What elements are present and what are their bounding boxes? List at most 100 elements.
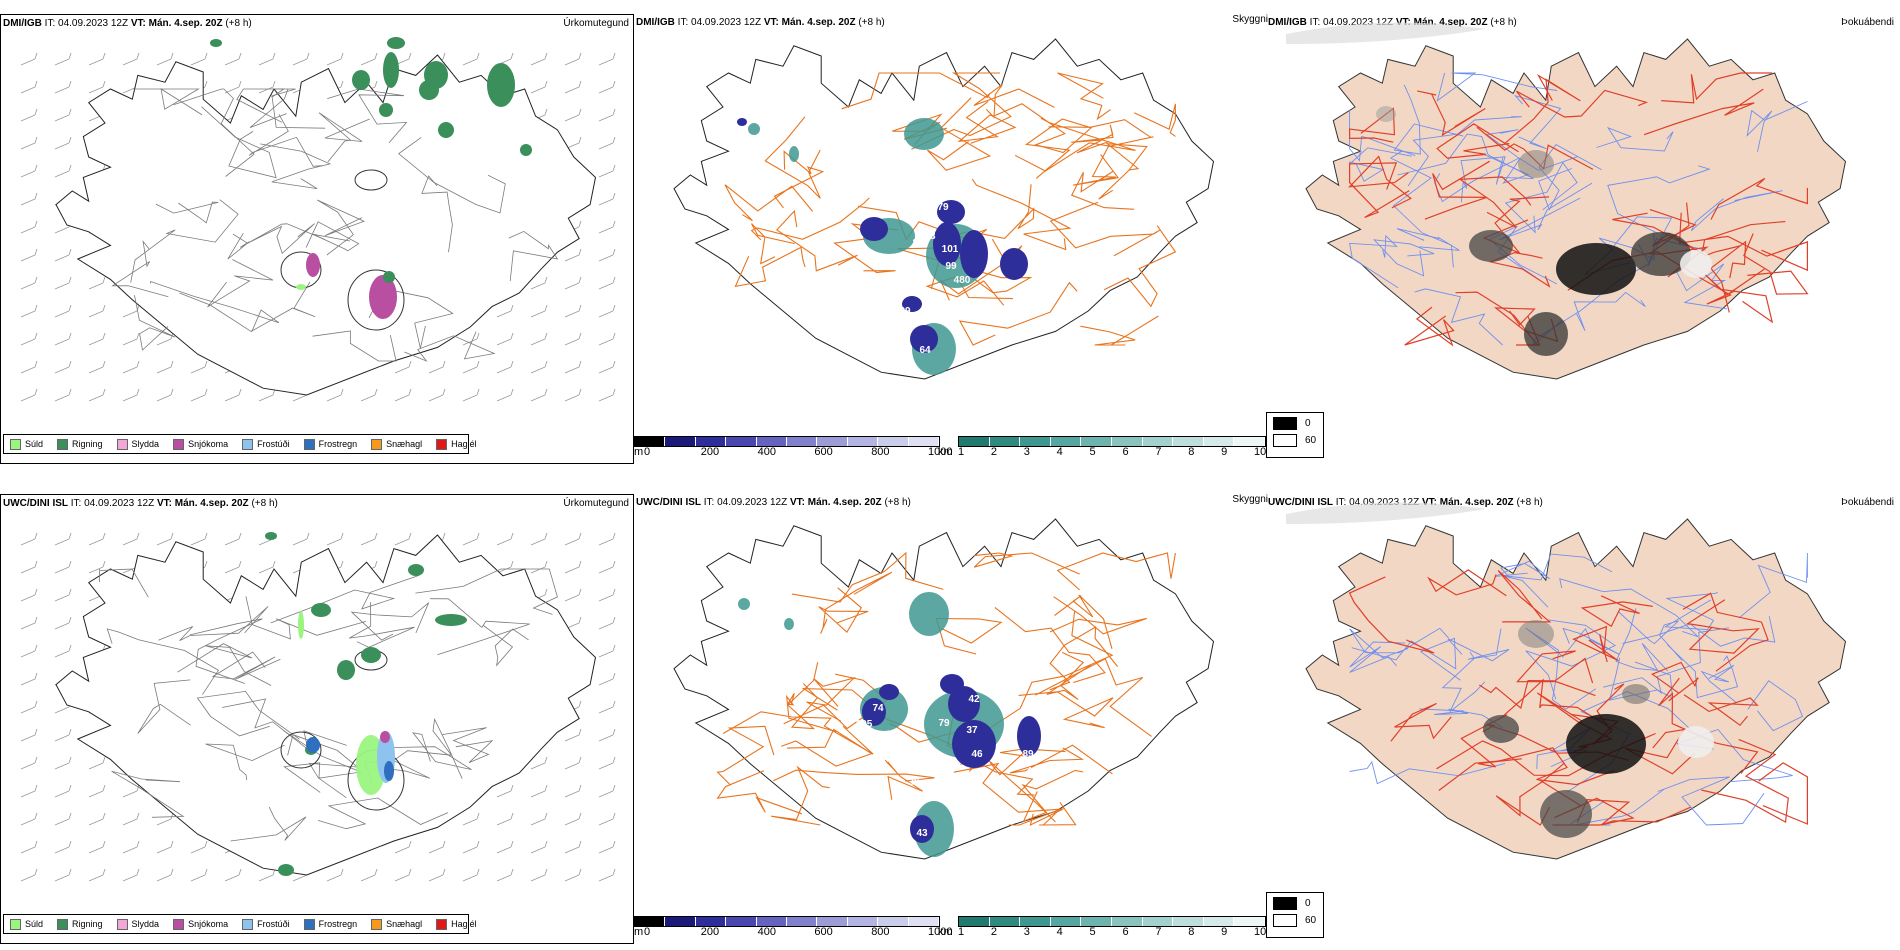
colorbar-tick-label: 1000 xyxy=(928,446,953,458)
ceiling-value-label: 101 xyxy=(942,244,959,255)
legend-swatch xyxy=(303,438,315,450)
colorbar-segment xyxy=(1234,437,1265,446)
wind-barb xyxy=(598,164,616,178)
legend-swatch xyxy=(57,918,69,930)
colorbar-segment xyxy=(817,437,848,446)
wind-barb xyxy=(598,248,616,262)
wind-barb xyxy=(54,332,72,346)
wind-barb xyxy=(564,108,582,122)
wind-barb xyxy=(88,304,106,318)
wind-barb xyxy=(54,136,72,150)
wind-barb xyxy=(54,784,72,798)
wind-barb xyxy=(88,868,106,882)
wind-barb xyxy=(360,52,378,66)
wind-barb xyxy=(564,868,582,882)
colorbar-segment xyxy=(1234,917,1265,926)
fog-legend-swatch xyxy=(1273,417,1297,430)
wind-barb xyxy=(20,672,38,686)
wind-barb xyxy=(530,360,548,374)
wind-barb xyxy=(428,360,446,374)
colorbar-tick-label: 10 xyxy=(1254,926,1267,938)
colorbar-tick-label: 7 xyxy=(1155,446,1162,458)
colorbar-tick-label: 6 xyxy=(1122,926,1129,938)
ceiling-value-label: 79 xyxy=(937,202,949,213)
fog-legend-swatch xyxy=(1273,914,1297,927)
wind-barb xyxy=(20,332,38,346)
legend-swatch xyxy=(242,438,254,450)
legend-swatch xyxy=(242,918,254,930)
wind-barb xyxy=(462,332,480,346)
colorbar-segment xyxy=(847,917,879,926)
fog-legend-label: 60 xyxy=(1305,915,1317,926)
wind-barb xyxy=(88,812,106,826)
wind-barb xyxy=(122,52,140,66)
ceiling-value-label: 105 xyxy=(856,719,873,730)
wind-barb xyxy=(530,812,548,826)
colorbar-tick-label: 3 xyxy=(1023,446,1030,458)
wind-barb xyxy=(564,560,582,574)
precip-type-legend: Súld Rigning Slydda Snjókoma Frostúði Frostre… xyxy=(3,434,477,454)
wind-barb xyxy=(156,840,174,854)
wind-barb xyxy=(326,532,344,546)
fog-panel-dmi: DMI/IGB IT: 04.09.2023 12Z VT: Mán. 4.se… xyxy=(1266,14,1900,464)
wind-barb xyxy=(496,560,514,574)
ceiling-value-label: 38 xyxy=(908,701,920,712)
wind-barb xyxy=(394,360,412,374)
legend-item: Snæhagl xyxy=(371,918,423,930)
wind-barb xyxy=(20,304,38,318)
map-layer xyxy=(20,532,616,882)
colorbar-unit: km xyxy=(938,926,953,938)
ceiling-value-label: 42 xyxy=(886,820,898,831)
ceiling-value-label: 74 xyxy=(891,338,903,349)
legend-swatch xyxy=(303,918,315,930)
colorbar-segment xyxy=(665,917,696,926)
colorbar-tick-label: 200 xyxy=(700,926,720,938)
wind-barb xyxy=(496,812,514,826)
sea-fog-band xyxy=(1286,22,1486,44)
colorbar-tick-label: 4 xyxy=(1056,926,1063,938)
wind-barb xyxy=(224,532,242,546)
wind-barb xyxy=(122,332,140,346)
map-layer xyxy=(20,37,616,402)
wind-barb xyxy=(530,840,548,854)
wind-barb xyxy=(462,52,480,66)
colorbar-segment xyxy=(635,917,666,926)
ceiling-value-label: 8 xyxy=(889,803,895,814)
wind-barb xyxy=(122,388,140,402)
ceiling-value-label: 37 xyxy=(966,725,978,736)
colorbar-tick-label: 8 xyxy=(1188,926,1195,938)
fog-legend-item: 0 xyxy=(1273,897,1317,910)
ceiling-value-label: 42 xyxy=(968,694,980,705)
wind-barb xyxy=(224,560,242,574)
wind-barb xyxy=(156,388,174,402)
colorbar-segment xyxy=(1173,437,1204,446)
panel-header: DMI/IGB IT: 04.09.2023 12Z VT: Mán. 4.se… xyxy=(636,17,885,28)
precip-map-uwc xyxy=(20,532,616,882)
legend-item: Slydda xyxy=(116,918,159,930)
ceiling-value-label: 43 xyxy=(916,828,928,839)
legend-swatch xyxy=(10,918,21,930)
wind-barb xyxy=(598,672,616,686)
colorbar-segment xyxy=(847,437,879,446)
colorbar-segment xyxy=(726,437,757,446)
wind-barb xyxy=(88,52,106,66)
wind-barb xyxy=(156,360,174,374)
legend-label: Snæhagl xyxy=(386,919,423,929)
wind-barb xyxy=(598,840,616,854)
colorbar-segment xyxy=(1203,917,1235,926)
wind-barb xyxy=(496,532,514,546)
wind-barb xyxy=(598,532,616,546)
legend-item: Frostregn xyxy=(303,438,357,450)
wind-barb xyxy=(496,360,514,374)
colorbar-segment xyxy=(756,437,788,446)
wind-barb xyxy=(564,588,582,602)
colorbar-tick-label: 400 xyxy=(757,446,776,458)
wind-barb xyxy=(598,304,616,318)
wind-barb xyxy=(224,80,242,94)
wind-barb xyxy=(564,80,582,94)
colorbar-tick-label: 1 xyxy=(958,926,965,938)
legend-label: Snæhagl xyxy=(386,439,423,449)
colorbar-segment xyxy=(908,917,940,926)
legend-swatch xyxy=(173,918,185,930)
map-layer xyxy=(1286,502,1847,860)
